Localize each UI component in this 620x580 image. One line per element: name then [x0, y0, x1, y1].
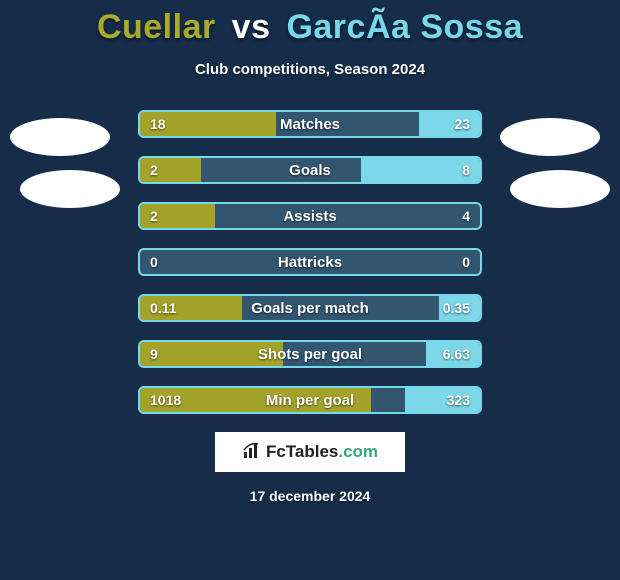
player1-avatar-top — [10, 118, 110, 156]
player2-avatar-bottom — [510, 170, 610, 208]
stat-label: Goals per match — [140, 296, 480, 320]
stat-row: 00Hattricks — [138, 248, 482, 276]
stat-label: Min per goal — [140, 388, 480, 412]
logo-box: FcTables.com — [215, 432, 405, 472]
stat-row: 1823Matches — [138, 110, 482, 138]
logo-suffix: .com — [338, 442, 378, 461]
stat-label: Matches — [140, 112, 480, 136]
player1-avatar-bottom — [20, 170, 120, 208]
player2-avatar-top — [500, 118, 600, 156]
date-text: 17 december 2024 — [0, 488, 620, 504]
stat-row: 24Assists — [138, 202, 482, 230]
stat-row: 1018323Min per goal — [138, 386, 482, 414]
stat-row: 96.63Shots per goal — [138, 340, 482, 368]
stat-label: Goals — [140, 158, 480, 182]
stats-container: 1823Matches 28Goals 24Assists 00Hattricks 0.… — [138, 110, 482, 414]
page-title: Cuellar vs GarcÃ­a Sossa — [0, 0, 620, 47]
stat-label: Shots per goal — [140, 342, 480, 366]
stat-row: 28Goals — [138, 156, 482, 184]
chart-icon — [242, 440, 262, 465]
stat-label: Hattricks — [140, 250, 480, 274]
player2-name: GarcÃ­a Sossa — [286, 8, 523, 46]
subtitle: Club competitions, Season 2024 — [0, 61, 620, 78]
stat-row: 0.110.35Goals per match — [138, 294, 482, 322]
logo-brand: FcTables — [266, 442, 338, 461]
stat-label: Assists — [140, 204, 480, 228]
vs-text: vs — [226, 8, 277, 46]
logo-text: FcTables.com — [266, 442, 378, 462]
player1-name: Cuellar — [97, 8, 216, 46]
